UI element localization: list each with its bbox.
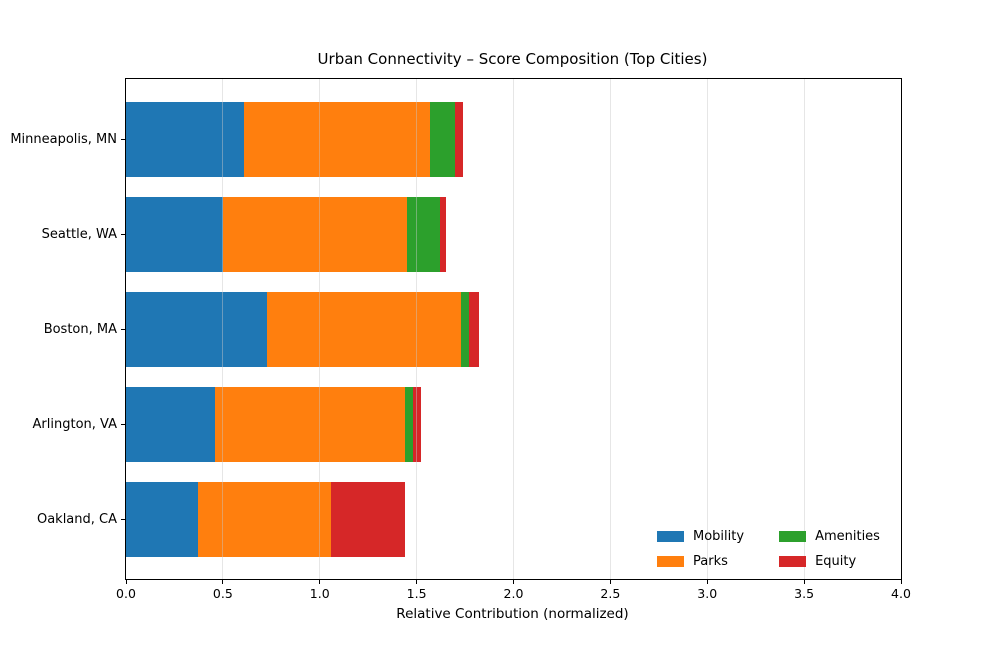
legend-label: Equity bbox=[815, 554, 857, 569]
legend-label: Mobility bbox=[693, 529, 745, 544]
bar-segment-mobility bbox=[126, 102, 245, 177]
x-tick-label: 1.0 bbox=[309, 586, 330, 601]
bar-segment-parks bbox=[267, 292, 462, 367]
bar-segment-parks bbox=[197, 482, 332, 557]
bar-segment-mobility bbox=[126, 482, 198, 557]
chart-title: Urban Connectivity – Score Composition (… bbox=[317, 50, 708, 68]
gridline bbox=[706, 79, 708, 579]
bar-segment-parks bbox=[215, 387, 405, 462]
legend-item-amenities: Amenities bbox=[779, 528, 880, 545]
x-tick-mark bbox=[609, 580, 611, 584]
bar-segment-equity bbox=[439, 197, 446, 272]
legend-swatch-amenities bbox=[779, 531, 807, 542]
bar-segment-equity bbox=[455, 102, 464, 177]
x-axis-label: Relative Contribution (normalized) bbox=[396, 606, 629, 622]
legend-swatch-equity bbox=[779, 556, 807, 567]
x-tick-label: 4.0 bbox=[891, 586, 911, 601]
gridline bbox=[222, 79, 224, 579]
x-tick-label: 3.5 bbox=[794, 586, 815, 601]
x-tick-mark bbox=[416, 580, 418, 584]
x-tick-mark bbox=[513, 580, 514, 584]
x-tick-mark bbox=[706, 580, 708, 584]
bar-segment-amenities bbox=[406, 197, 440, 272]
bar-segment-mobility bbox=[126, 387, 216, 462]
y-tick-label: Seattle, WA bbox=[41, 226, 117, 242]
y-tick-mark bbox=[121, 139, 125, 140]
y-tick-mark bbox=[121, 519, 125, 520]
legend-item-mobility: Mobility bbox=[657, 528, 744, 545]
y-tick-label: Minneapolis, MN bbox=[10, 131, 117, 147]
bar-segment-parks bbox=[244, 102, 431, 177]
legend-swatch-mobility bbox=[657, 531, 684, 542]
bar-segment-equity bbox=[412, 387, 421, 462]
bar-segment-parks bbox=[222, 197, 407, 272]
bar-segment-equity bbox=[331, 482, 405, 557]
x-tick-label: 1.5 bbox=[406, 586, 427, 601]
bar-segment-amenities bbox=[461, 292, 469, 367]
legend-item-parks: Parks bbox=[657, 553, 744, 570]
x-tick-mark bbox=[900, 580, 902, 584]
bar-segment-mobility bbox=[126, 197, 223, 272]
x-tick-label: 0.0 bbox=[116, 586, 136, 601]
legend: Mobility Parks Amenities Equity bbox=[657, 528, 880, 570]
x-tick-mark bbox=[125, 580, 127, 584]
y-tick-mark bbox=[121, 329, 125, 330]
x-tick-mark bbox=[319, 580, 321, 584]
y-tick-mark bbox=[121, 234, 125, 235]
x-tick-label: 2.0 bbox=[503, 586, 524, 601]
bar-segment-amenities bbox=[405, 387, 413, 462]
x-tick-label: 2.5 bbox=[600, 586, 621, 601]
gridline bbox=[416, 79, 418, 579]
x-tick-label: 3.0 bbox=[697, 586, 718, 601]
gridline bbox=[319, 79, 321, 579]
y-tick-label: Arlington, VA bbox=[32, 416, 117, 432]
bar-segment-amenities bbox=[430, 102, 456, 177]
gridline bbox=[513, 79, 514, 579]
legend-swatch-parks bbox=[657, 556, 684, 567]
legend-item-equity: Equity bbox=[779, 553, 880, 570]
plot-area bbox=[125, 78, 902, 580]
gridline bbox=[609, 79, 611, 579]
legend-label: Parks bbox=[693, 554, 728, 569]
y-tick-mark bbox=[121, 424, 125, 425]
x-tick-mark bbox=[803, 580, 805, 584]
legend-label: Amenities bbox=[815, 529, 880, 544]
x-tick-mark bbox=[222, 580, 224, 584]
y-tick-label: Oakland, CA bbox=[36, 511, 117, 527]
x-tick-label: 0.5 bbox=[212, 586, 233, 601]
bar-segment-equity bbox=[468, 292, 479, 367]
gridline bbox=[803, 79, 805, 579]
bar-segment-mobility bbox=[126, 292, 268, 367]
y-tick-label: Boston, MA bbox=[43, 321, 117, 337]
